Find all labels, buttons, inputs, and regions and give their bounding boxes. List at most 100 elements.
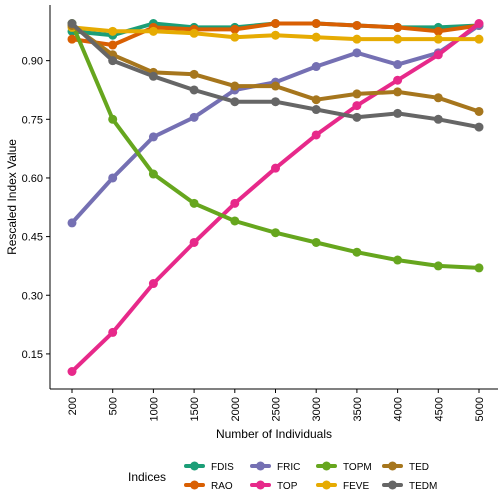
data-point — [148, 71, 158, 81]
legend-swatch-point — [388, 480, 397, 490]
data-point — [230, 216, 240, 226]
legend-label: TED — [409, 462, 429, 473]
legend: Indices FDIS FRIC TOPM TED RAO TOP FEVE TEDM — [128, 461, 437, 492]
data-point — [393, 87, 403, 97]
data-point — [108, 327, 118, 337]
data-point — [474, 106, 484, 116]
legend-item-tedm: TEDM — [382, 480, 437, 492]
data-point — [393, 34, 403, 44]
data-point — [230, 97, 240, 107]
data-point — [271, 228, 280, 238]
data-point — [271, 19, 280, 28]
data-point — [393, 75, 403, 85]
data-point — [311, 237, 321, 247]
legend-item-feve: FEVE — [316, 480, 369, 492]
data-point — [189, 112, 199, 122]
legend-label: FEVE — [343, 481, 369, 492]
data-point — [230, 81, 240, 91]
data-point — [311, 19, 321, 28]
data-point — [148, 279, 158, 289]
legend-label: FDIS — [211, 462, 234, 473]
legend-swatch-point — [190, 461, 199, 471]
x-tick-label: 500 — [108, 397, 120, 415]
y-axis-title: Rescaled Index Value — [5, 139, 19, 255]
data-point — [189, 237, 199, 247]
data-point — [433, 93, 443, 103]
data-point — [393, 255, 403, 265]
data-point — [311, 130, 321, 140]
y-tick-label: 0.45 — [22, 232, 43, 244]
data-point — [271, 30, 280, 40]
series-topm — [67, 19, 484, 273]
legend-label: TEDM — [409, 481, 437, 492]
legend-item-rao: RAO — [184, 480, 233, 492]
legend-item-fdis: FDIS — [184, 461, 234, 473]
data-point — [189, 198, 199, 208]
data-point — [108, 173, 118, 183]
data-point — [230, 32, 240, 42]
data-point — [433, 261, 443, 271]
data-point — [271, 97, 280, 107]
y-tick-label: 0.60 — [22, 173, 43, 185]
data-point — [352, 48, 362, 58]
data-point — [108, 26, 118, 36]
x-tick-label: 2000 — [230, 397, 242, 421]
x-tick-label: 2500 — [271, 397, 283, 421]
data-point — [311, 105, 321, 115]
x-axis-title: Number of Individuals — [216, 427, 332, 441]
data-point — [474, 263, 484, 273]
legend-item-fric: FRIC — [250, 461, 300, 473]
y-tick-label: 0.90 — [22, 56, 43, 68]
data-point — [67, 34, 77, 44]
data-point — [352, 20, 362, 30]
data-point — [189, 28, 199, 38]
data-point — [108, 56, 118, 66]
x-tick-label: 5000 — [474, 397, 486, 421]
x-tick-label: 4000 — [393, 397, 405, 421]
data-point — [230, 24, 240, 34]
x-tick-label: 1000 — [148, 397, 160, 421]
axes — [49, 5, 498, 390]
data-point — [271, 163, 280, 173]
data-point — [230, 198, 240, 208]
data-point — [474, 19, 484, 28]
data-point — [67, 218, 77, 228]
x-ticks: 200 500 1000 1500 2000 2500 3000 3500 4000 4500 50… — [67, 389, 486, 421]
x-tick-label: 3000 — [311, 397, 323, 421]
y-tick-label: 0.15 — [22, 349, 43, 361]
series-line — [70, 21, 481, 374]
data-point — [311, 32, 321, 42]
legend-label: RAO — [211, 481, 233, 492]
series-layer — [67, 19, 484, 376]
data-point — [433, 34, 443, 44]
data-point — [352, 101, 362, 111]
series-feve — [67, 22, 484, 44]
data-point — [393, 108, 403, 118]
legend-swatch-point — [322, 461, 331, 471]
data-point — [352, 112, 362, 122]
data-point — [108, 114, 118, 124]
data-point — [148, 169, 158, 179]
data-point — [189, 85, 199, 95]
x-tick-label: 200 — [67, 397, 79, 415]
legend-label: TOP — [277, 481, 298, 492]
series-line — [70, 23, 481, 225]
data-point — [189, 69, 199, 79]
data-point — [108, 40, 118, 50]
data-point — [311, 95, 321, 105]
data-point — [67, 367, 77, 376]
x-tick-label: 3500 — [352, 397, 364, 421]
legend-title: Indices — [128, 470, 166, 484]
legend-label: TOPM — [343, 462, 372, 473]
data-point — [433, 50, 443, 60]
data-point — [352, 247, 362, 257]
data-point — [433, 26, 443, 36]
data-point — [474, 34, 484, 44]
data-point — [393, 22, 403, 32]
data-point — [148, 132, 158, 142]
series-top — [67, 19, 484, 376]
y-ticks: 0.15 0.30 0.45 0.60 0.75 0.90 — [22, 56, 50, 361]
x-tick-label: 4500 — [433, 397, 445, 421]
data-point — [352, 34, 362, 44]
